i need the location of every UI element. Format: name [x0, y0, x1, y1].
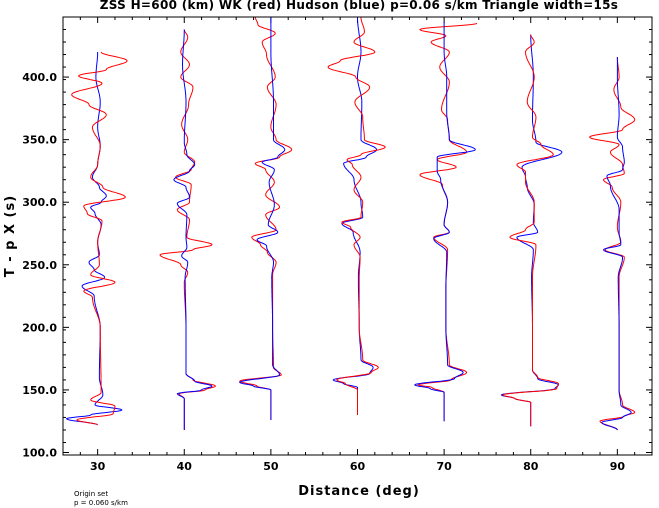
y-tick-label: 200.0 — [22, 321, 57, 334]
trace-50-deg — [239, 17, 293, 420]
trace-40-deg — [159, 29, 216, 430]
x-tick-label: 40 — [177, 460, 193, 473]
slowness-note: p = 0.060 s/km — [74, 499, 128, 507]
hudson-trace-90 — [601, 57, 632, 431]
trace-group — [66, 17, 636, 431]
y-tick-label: 400.0 — [22, 71, 57, 84]
x-tick-label: 60 — [350, 460, 366, 473]
hudson-trace-70 — [414, 22, 476, 422]
y-tick-label: 300.0 — [22, 196, 57, 209]
wk-trace-40 — [159, 29, 216, 430]
y-tick-label: 100.0 — [22, 446, 57, 459]
hudson-trace-80 — [500, 34, 563, 427]
trace-60-deg — [327, 17, 386, 415]
x-tick-label: 30 — [90, 460, 106, 473]
x-tick-label: 70 — [436, 460, 452, 473]
hudson-trace-40 — [173, 29, 213, 430]
x-tick-label: 90 — [610, 460, 626, 473]
wk-trace-90 — [589, 57, 636, 431]
origin-note: Origin set — [74, 490, 108, 498]
plot-frame — [62, 16, 653, 456]
x-tick-label: 80 — [523, 460, 539, 473]
x-axis-label: Distance (deg) — [298, 484, 420, 499]
chart-title: ZSS H=600 (km) WK (red) Hudson (blue) p=… — [100, 0, 618, 12]
trace-30-deg — [66, 51, 128, 426]
wk-trace-80 — [502, 34, 559, 427]
y-tick-label: 150.0 — [22, 384, 57, 397]
trace-90-deg — [589, 57, 636, 431]
y-tick-label: 350.0 — [22, 134, 57, 147]
trace-70-deg — [414, 22, 478, 422]
y-tick-label: 250.0 — [22, 259, 57, 272]
wk-trace-60 — [327, 17, 386, 415]
hudson-trace-50 — [239, 17, 286, 420]
wk-trace-50 — [239, 17, 293, 420]
hudson-trace-60 — [332, 17, 378, 415]
trace-80-deg — [500, 34, 563, 427]
y-axis-label: T - p X (s) — [3, 195, 18, 277]
plot-axes: 100.0 150.0 200.0 250.0 300.0 350.0 400.0 30 40 5… — [22, 16, 653, 473]
wk-trace-30 — [71, 51, 128, 426]
x-tick-label: 50 — [263, 460, 279, 473]
